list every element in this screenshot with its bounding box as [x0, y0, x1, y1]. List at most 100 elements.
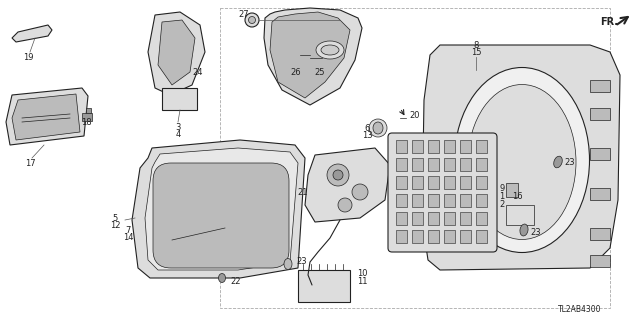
Text: 1: 1: [499, 191, 504, 201]
Bar: [590, 188, 610, 200]
Polygon shape: [305, 148, 390, 222]
Bar: [396, 194, 407, 207]
Ellipse shape: [218, 274, 225, 283]
Bar: [460, 140, 471, 153]
Bar: [590, 228, 610, 240]
Text: 26: 26: [291, 68, 301, 76]
Bar: [412, 158, 423, 171]
Text: 12: 12: [109, 220, 120, 229]
Bar: [506, 183, 518, 197]
Polygon shape: [6, 88, 88, 145]
Text: 9: 9: [499, 183, 504, 193]
Bar: [590, 148, 610, 160]
Ellipse shape: [373, 122, 383, 134]
Bar: [444, 212, 455, 225]
Text: 25: 25: [315, 68, 325, 76]
Polygon shape: [132, 140, 305, 278]
Bar: [82, 113, 92, 121]
Bar: [476, 158, 487, 171]
Bar: [506, 205, 534, 225]
Bar: [220, 8, 610, 308]
Text: 13: 13: [362, 131, 372, 140]
Ellipse shape: [369, 119, 387, 137]
Bar: [428, 230, 439, 243]
Ellipse shape: [338, 198, 352, 212]
Text: 27: 27: [239, 10, 250, 19]
Bar: [412, 230, 423, 243]
Text: 19: 19: [23, 52, 33, 61]
Bar: [428, 176, 439, 189]
Bar: [162, 88, 197, 110]
Bar: [460, 230, 471, 243]
Bar: [590, 80, 610, 92]
Text: 4: 4: [175, 130, 180, 139]
Polygon shape: [270, 12, 350, 98]
Text: 23: 23: [531, 228, 541, 236]
Bar: [428, 158, 439, 171]
Bar: [460, 194, 471, 207]
Bar: [298, 270, 350, 302]
Text: FR.: FR.: [600, 17, 618, 27]
Polygon shape: [12, 94, 80, 140]
Bar: [444, 230, 455, 243]
Text: 21: 21: [298, 188, 308, 196]
Bar: [476, 176, 487, 189]
Text: 18: 18: [81, 117, 92, 126]
Bar: [396, 176, 407, 189]
Ellipse shape: [298, 54, 307, 66]
Polygon shape: [148, 12, 205, 95]
Bar: [428, 212, 439, 225]
Bar: [444, 140, 455, 153]
Text: 16: 16: [512, 191, 522, 201]
Ellipse shape: [520, 224, 528, 236]
Bar: [590, 108, 610, 120]
Text: 23: 23: [297, 258, 307, 267]
Bar: [412, 176, 423, 189]
Ellipse shape: [333, 170, 343, 180]
Text: 20: 20: [410, 110, 420, 119]
Text: 10: 10: [356, 269, 367, 278]
Text: 23: 23: [564, 157, 575, 166]
Text: 22: 22: [231, 277, 241, 286]
Bar: [460, 158, 471, 171]
Text: 7: 7: [125, 226, 131, 235]
Ellipse shape: [468, 84, 576, 239]
Text: TL2AB4300: TL2AB4300: [558, 306, 602, 315]
Bar: [396, 158, 407, 171]
Bar: [590, 255, 610, 267]
Ellipse shape: [454, 68, 589, 252]
Text: 11: 11: [356, 276, 367, 285]
FancyBboxPatch shape: [153, 163, 289, 268]
Bar: [476, 230, 487, 243]
Ellipse shape: [319, 53, 326, 63]
Text: 24: 24: [193, 68, 204, 76]
Bar: [460, 176, 471, 189]
Polygon shape: [12, 25, 52, 42]
FancyBboxPatch shape: [388, 133, 497, 252]
Bar: [444, 158, 455, 171]
Bar: [412, 212, 423, 225]
Bar: [428, 140, 439, 153]
Bar: [444, 194, 455, 207]
Bar: [476, 212, 487, 225]
Bar: [476, 140, 487, 153]
Polygon shape: [145, 148, 298, 270]
Text: 5: 5: [113, 213, 118, 222]
Text: 8: 8: [474, 41, 479, 50]
Text: 2: 2: [499, 199, 504, 209]
Bar: [396, 140, 407, 153]
Ellipse shape: [316, 41, 344, 59]
Bar: [444, 176, 455, 189]
Bar: [428, 194, 439, 207]
Bar: [396, 212, 407, 225]
Ellipse shape: [327, 164, 349, 186]
Polygon shape: [158, 20, 195, 85]
Ellipse shape: [245, 13, 259, 27]
Text: 6: 6: [364, 124, 370, 132]
Bar: [412, 140, 423, 153]
Text: 14: 14: [123, 233, 133, 242]
Polygon shape: [264, 8, 362, 105]
Bar: [396, 230, 407, 243]
Ellipse shape: [554, 156, 563, 168]
Text: 3: 3: [175, 123, 180, 132]
